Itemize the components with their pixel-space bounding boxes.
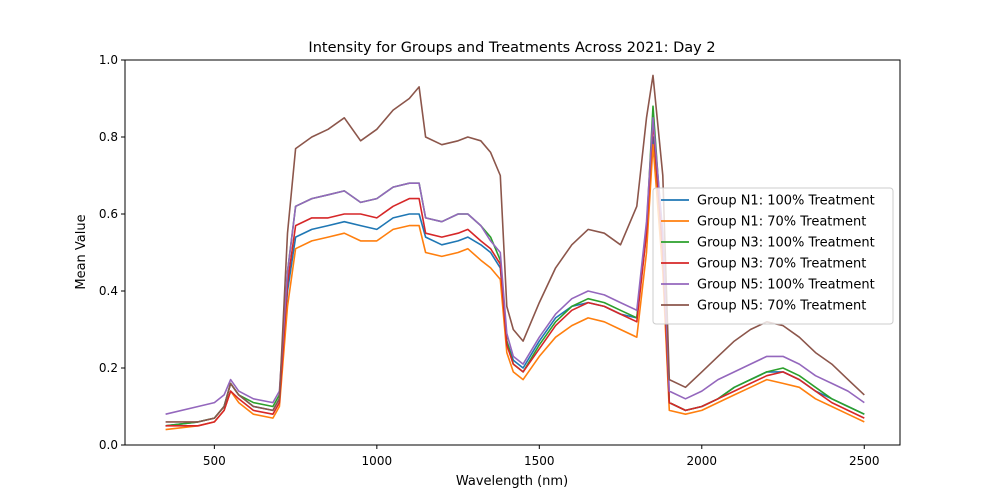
legend-label: Group N5: 70% Treatment bbox=[697, 299, 866, 314]
legend-label: Group N1: 70% Treatment bbox=[697, 215, 866, 230]
y-tick-label: 0.4 bbox=[99, 284, 118, 298]
y-tick-label: 0.8 bbox=[99, 130, 118, 144]
legend-label: Group N3: 70% Treatment bbox=[697, 257, 866, 272]
y-tick-label: 0.6 bbox=[99, 207, 118, 221]
legend-frame bbox=[652, 187, 894, 325]
x-tick-label: 1500 bbox=[524, 454, 555, 468]
legend-label: Group N3: 100% Treatment bbox=[697, 236, 875, 251]
y-tick-label: 0.2 bbox=[99, 361, 118, 375]
legend: Group N1: 100% Treatment Group N1: 70% Tr… bbox=[652, 187, 894, 325]
legend-label: Group N1: 100% Treatment bbox=[697, 194, 875, 209]
x-axis: 500 1000 1500 2000 2500 bbox=[203, 445, 880, 468]
x-tick-label: 1000 bbox=[362, 454, 393, 468]
y-tick-label: 1.0 bbox=[99, 53, 118, 67]
chart-title: Intensity for Groups and Treatments Acro… bbox=[308, 40, 715, 56]
series-line-1 bbox=[165, 143, 865, 431]
x-tick-label: 500 bbox=[203, 454, 226, 468]
series-line-5 bbox=[165, 74, 865, 423]
y-axis: 0.0 0.2 0.4 0.6 0.8 1.0 bbox=[99, 53, 125, 452]
y-axis-label: Mean Value bbox=[74, 214, 89, 289]
x-tick-label: 2500 bbox=[849, 454, 880, 468]
x-tick-label: 2000 bbox=[687, 454, 718, 468]
plot-lines bbox=[165, 74, 865, 431]
plot-frame bbox=[124, 59, 901, 446]
legend-label: Group N5: 100% Treatment bbox=[697, 278, 875, 293]
y-tick-label: 0.0 bbox=[99, 438, 118, 452]
x-axis-label: Wavelength (nm) bbox=[456, 474, 568, 489]
